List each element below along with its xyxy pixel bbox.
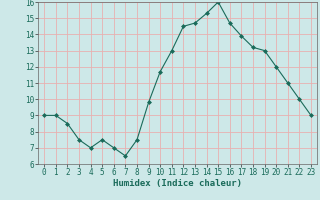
X-axis label: Humidex (Indice chaleur): Humidex (Indice chaleur) bbox=[113, 179, 242, 188]
